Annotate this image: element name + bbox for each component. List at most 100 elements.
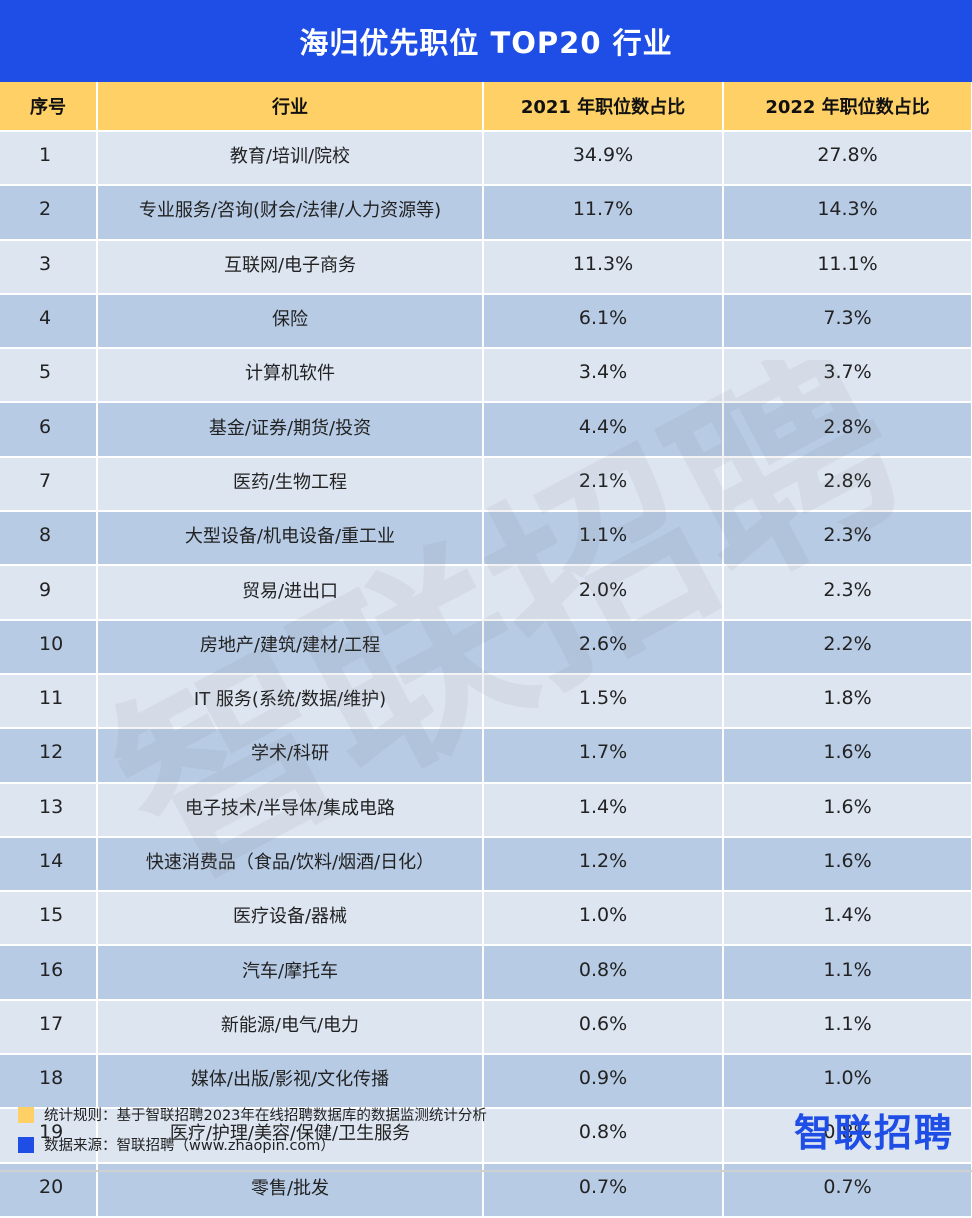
value-2021-cell: 0.6% [483,999,724,1056]
header-2022: 2022 年职位数占比 [723,82,972,132]
industry-cell: IT 服务(系统/数据/维护) [97,673,484,730]
table-row: 9 贸易/进出口 2.0% 2.3% [0,565,972,621]
value-2022-cell: 1.6% [723,836,972,893]
rank-cell: 16 [0,945,98,1001]
value-2021-cell: 0.9% [483,1054,724,1110]
footer: 统计规则：基于智联招聘2023年在线招聘数据库的数据监测统计分析 数据来源：智联… [0,1094,972,1176]
value-2022-cell: 2.3% [723,511,972,567]
value-2022-cell: 1.6% [723,782,972,838]
legend-source: 数据来源：智联招聘（www.zhaopin.com） [18,1134,335,1155]
table-row: 8 大型设备/机电设备/重工业 1.1% 2.3% [0,511,972,567]
table-row: 3 互联网/电子商务 11.3% 11.1% [0,239,972,295]
brand-logo: 智联招聘 [793,1111,954,1155]
table-row: 5 计算机软件 3.4% 3.7% [0,348,972,404]
industry-cell: 互联网/电子商务 [97,239,484,295]
value-2021-cell: 0.8% [483,945,724,1001]
value-2021-cell: 2.6% [483,619,724,675]
rank-cell: 9 [0,565,98,621]
value-2022-cell: 1.1% [723,999,972,1056]
value-2021-cell: 0.8% [483,1108,724,1164]
rank-cell: 12 [0,728,98,784]
value-2022-cell: 11.1% [723,239,972,295]
rank-cell: 1 [0,131,98,187]
industry-cell: 快速消费品（食品/饮料/烟酒/日化） [97,836,484,893]
value-2021-cell: 6.1% [483,293,724,350]
table-row: 16 汽车/摩托车 0.8% 1.1% [0,945,972,1001]
data-table: 序号 行业 2021 年职位数占比 2022 年职位数占比 1 教育/培训/院校 3… [0,82,972,1218]
table-row: 12 学术/科研 1.7% 1.6% [0,728,972,784]
value-2022-cell: 2.8% [723,402,972,458]
rank-cell: 11 [0,673,98,730]
industry-cell: 医疗/护理/美容/保健/卫生服务 [97,1108,484,1164]
header-2021: 2021 年职位数占比 [483,82,724,132]
rank-cell: 10 [0,619,98,675]
bottom-divider [0,1170,972,1172]
industry-cell: 媒体/出版/影视/文化传播 [97,1054,484,1110]
table-header-row: 序号 行业 2021 年职位数占比 2022 年职位数占比 [0,82,972,132]
value-2021-cell: 4.4% [483,402,724,458]
value-2022-cell: 2.8% [723,456,972,513]
value-2022-cell: 14.3% [723,185,972,241]
table-row: 18 媒体/出版/影视/文化传播 0.9% 1.0% [0,1054,972,1110]
industry-cell: 保险 [97,293,484,350]
value-2022-cell: 0.8% [723,1108,972,1164]
table-row: 1 教育/培训/院校 34.9% 27.8% [0,131,972,187]
industry-cell: 基金/证券/期货/投资 [97,402,484,458]
table-row: 6 基金/证券/期货/投资 4.4% 2.8% [0,402,972,458]
industry-cell: 计算机软件 [97,348,484,404]
value-2022-cell: 27.8% [723,131,972,187]
rank-cell: 13 [0,782,98,838]
table-row: 7 医药/生物工程 2.1% 2.8% [0,456,972,513]
value-2021-cell: 1.5% [483,673,724,730]
value-2021-cell: 2.0% [483,565,724,621]
legend-rule: 统计规则：基于智联招聘2023年在线招聘数据库的数据监测统计分析 [18,1104,487,1125]
rank-cell: 7 [0,456,98,513]
table-row: 15 医疗设备/器械 1.0% 1.4% [0,891,972,947]
rank-cell: 2 [0,185,98,241]
rank-cell: 3 [0,239,98,295]
source-text: 数据来源：智联招聘（www.zhaopin.com） [44,1138,335,1154]
industry-cell: 汽车/摩托车 [97,945,484,1001]
value-2022-cell: 1.4% [723,891,972,947]
value-2022-cell: 2.3% [723,565,972,621]
page-title: 海归优先职位 TOP20 行业 [0,0,972,82]
rank-cell: 17 [0,999,98,1056]
value-2022-cell: 1.8% [723,673,972,730]
value-2021-cell: 34.9% [483,131,724,187]
value-2021-cell: 1.4% [483,782,724,838]
rule-text: 统计规则：基于智联招聘2023年在线招聘数据库的数据监测统计分析 [44,1108,487,1124]
blue-square-icon [18,1136,34,1153]
industry-cell: 房地产/建筑/建材/工程 [97,619,484,675]
industry-cell: 医药/生物工程 [97,456,484,513]
value-2022-cell: 1.0% [723,1054,972,1110]
rank-cell: 8 [0,511,98,567]
rank-cell: 15 [0,891,98,947]
industry-cell: 专业服务/咨询(财会/法律/人力资源等) [97,185,484,241]
value-2022-cell: 3.7% [723,348,972,404]
yellow-square-icon [18,1106,34,1123]
table-row: 13 电子技术/半导体/集成电路 1.4% 1.6% [0,782,972,838]
industry-cell: 新能源/电气/电力 [97,999,484,1056]
table-row: 17 新能源/电气/电力 0.6% 1.1% [0,999,972,1056]
industry-cell: 医疗设备/器械 [97,891,484,947]
value-2021-cell: 2.1% [483,456,724,513]
value-2021-cell: 1.1% [483,511,724,567]
value-2021-cell: 11.3% [483,239,724,295]
value-2022-cell: 7.3% [723,293,972,350]
industry-cell: 教育/培训/院校 [97,131,484,187]
value-2021-cell: 3.4% [483,348,724,404]
table-row: 2 专业服务/咨询(财会/法律/人力资源等) 11.7% 14.3% [0,185,972,241]
table-row: 11 IT 服务(系统/数据/维护) 1.5% 1.8% [0,673,972,730]
industry-cell: 大型设备/机电设备/重工业 [97,511,484,567]
header-industry: 行业 [97,82,484,132]
rank-cell: 6 [0,402,98,458]
rank-cell: 4 [0,293,98,350]
value-2021-cell: 1.2% [483,836,724,893]
industry-cell: 电子技术/半导体/集成电路 [97,782,484,838]
table-row: 4 保险 6.1% 7.3% [0,293,972,350]
industry-cell: 学术/科研 [97,728,484,784]
value-2021-cell: 1.7% [483,728,724,784]
table-row: 19 医疗/护理/美容/保健/卫生服务 0.8% 0.8% [0,1108,972,1164]
table-row: 14 快速消费品（食品/饮料/烟酒/日化） 1.2% 1.6% [0,836,972,893]
value-2022-cell: 1.1% [723,945,972,1001]
